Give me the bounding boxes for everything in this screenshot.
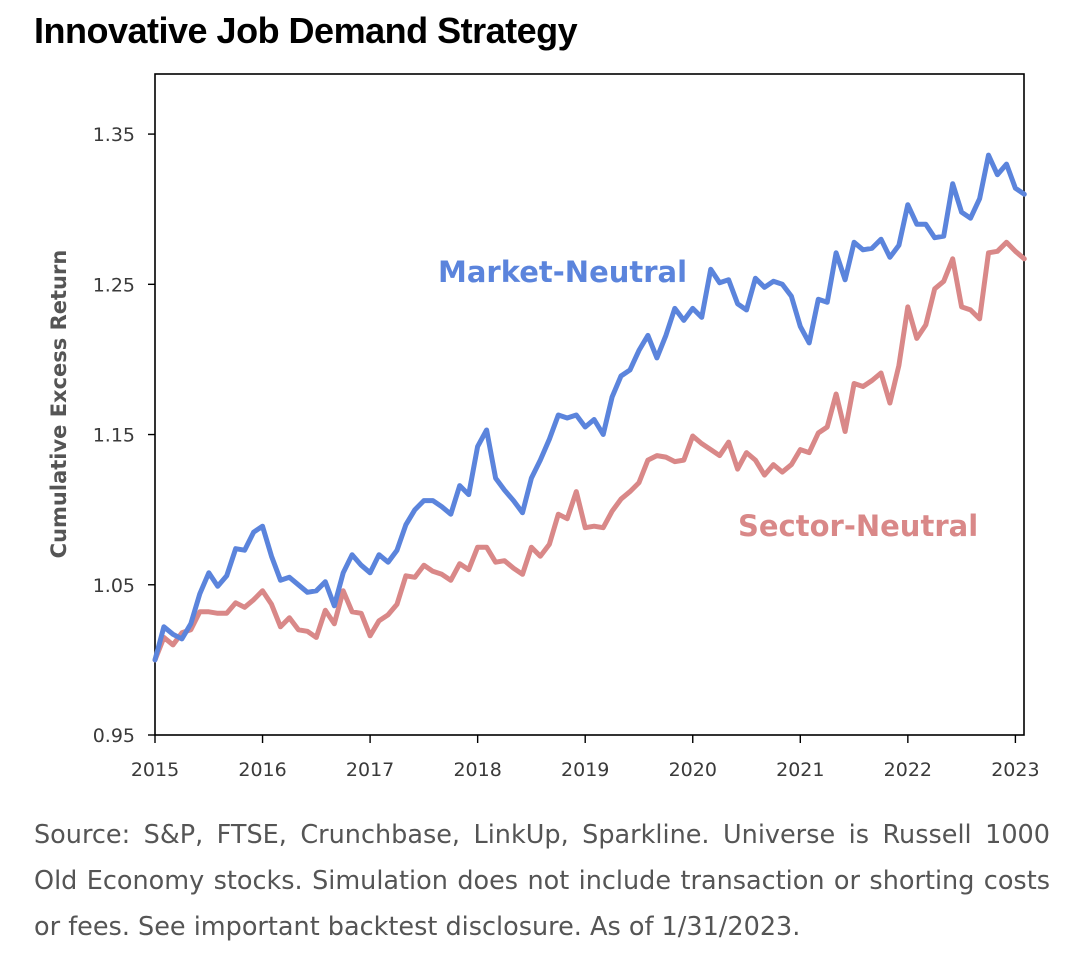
y-tick-label: 0.95 xyxy=(93,725,135,747)
plot-frame xyxy=(154,73,1025,736)
source-note: Source: S&P, FTSE, Crunchbase, LinkUp, S… xyxy=(34,820,1050,942)
x-tick-label: 2023 xyxy=(991,759,1039,781)
x-tick-label: 2020 xyxy=(669,759,717,781)
y-tick-label: 1.25 xyxy=(93,274,135,296)
series-lines xyxy=(152,152,1027,663)
x-tick-label: 2021 xyxy=(776,759,824,781)
chart-area: 0.951.051.151.251.35 2015 2016 2017 2018 201… xyxy=(47,73,1040,781)
x-tick-label: 2022 xyxy=(884,759,932,781)
y-axis-title: Cumulative Excess Return xyxy=(47,250,71,559)
series-label-sector-neutral: Sector-Neutral xyxy=(738,509,978,543)
x-tick-label: 2017 xyxy=(346,759,394,781)
y-tick-label: 1.05 xyxy=(93,575,135,597)
x-tick-label: 2015 xyxy=(131,759,179,781)
y-tick-label: 1.35 xyxy=(93,124,135,146)
x-tick-label: 2018 xyxy=(453,759,501,781)
chart-title: Innovative Job Demand Strategy xyxy=(34,10,578,51)
series-line-market-neutral xyxy=(152,152,1027,663)
x-tick-label: 2016 xyxy=(238,759,286,781)
series-line-sector-neutral xyxy=(152,239,1027,663)
y-axis: 0.95 1.05 1.15 1.25 1.35 xyxy=(93,124,155,747)
x-tick-label: 2019 xyxy=(561,759,609,781)
series-label-market-neutral: Market-Neutral xyxy=(438,255,687,289)
y-tick-label: 1.15 xyxy=(93,425,135,447)
x-axis: 2015 2016 2017 2018 2019 2020 2021 2022 2023 xyxy=(131,735,1040,781)
